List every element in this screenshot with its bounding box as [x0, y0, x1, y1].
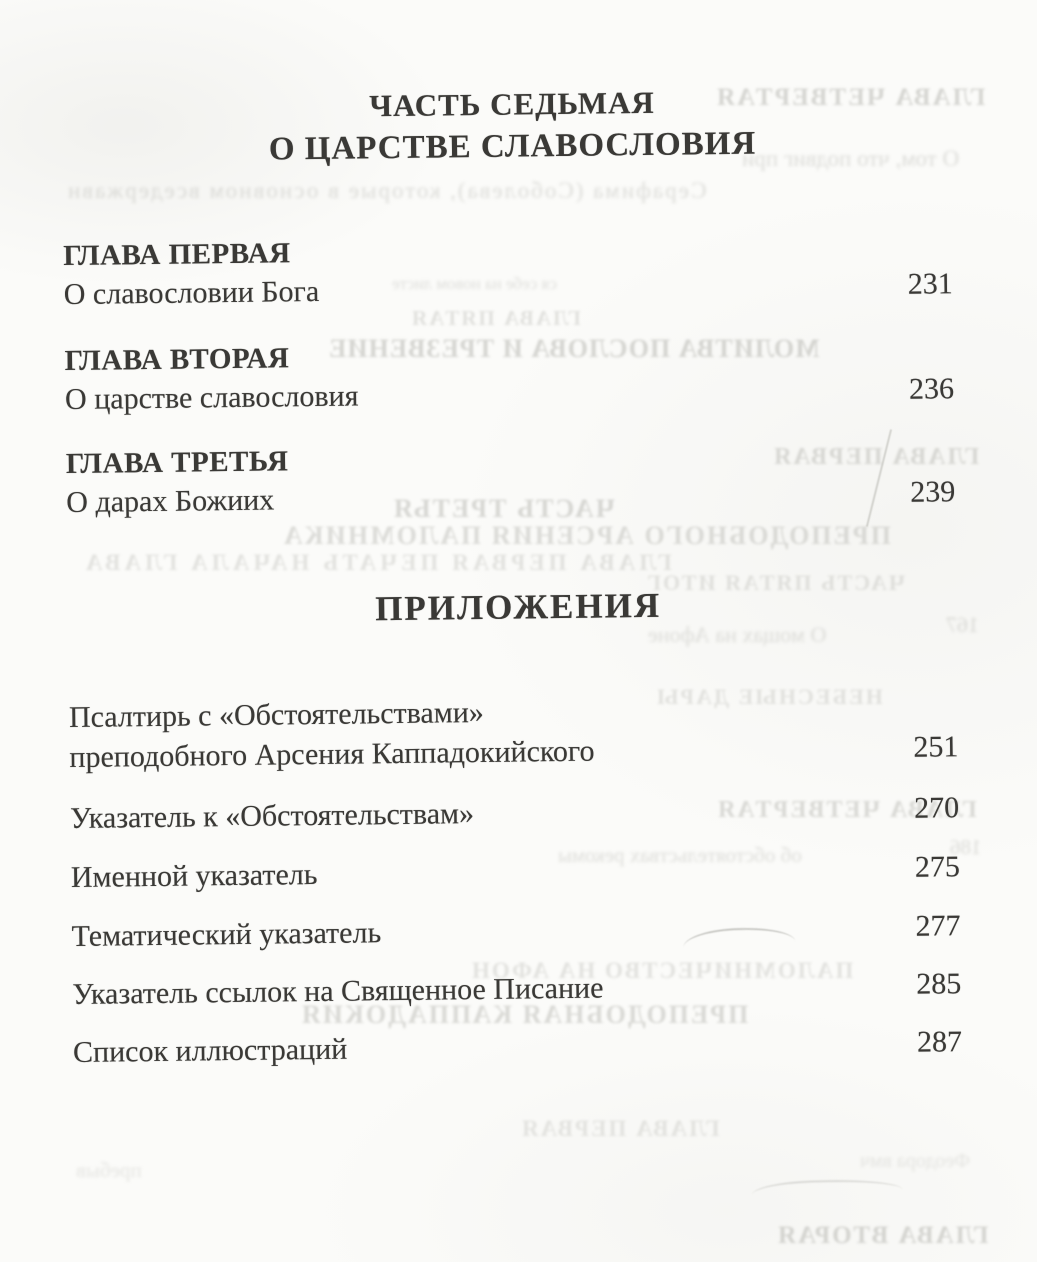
entry-title-line1: Псалтирь с «Обстоятельствами»: [68, 695, 484, 735]
page-number: 231: [907, 267, 953, 301]
toc-appendix-entry: Список иллюстраций 287: [0, 0, 1029, 1069]
appendix-heading: ПРИЛОЖЕНИЯ: [374, 585, 662, 629]
toc-appendix-entry: Указатель ссылок на Священное Писание 28…: [0, 0, 1029, 1011]
entry-title: Именной указатель: [70, 857, 318, 895]
part-title: О ЦАРСТВЕ СЛАВОСЛОВИЯ: [268, 125, 757, 168]
page-number: 287: [916, 1025, 963, 1059]
part-kicker: ЧАСТЬ СЕДЬМАЯ: [368, 84, 655, 124]
page-number: 275: [914, 850, 961, 884]
toc-appendix-entry: Псалтирь с «Обстоятельствами» преподобно…: [0, 0, 1029, 774]
toc-appendix-entry: Тематический указатель 277: [0, 0, 1029, 953]
chapter-heading: ГЛАВА ПЕРВАЯ: [63, 237, 291, 273]
entry-title: Указатель ссылок на Священное Писание: [72, 971, 604, 1011]
entry-title: Указатель к «Обстоятельствам»: [69, 797, 475, 836]
entry-title-line2: преподобного Арсения Каппадокийского: [69, 734, 595, 775]
page-number: 270: [913, 791, 960, 825]
toc-chapter-entry: ГЛАВА ПЕРВАЯ О славословии Бога 231: [0, 0, 1029, 311]
chapter-subtitle: О славословии Бога: [63, 274, 320, 312]
chapter-subtitle: О дарах Божиих: [66, 483, 275, 520]
page-number: 239: [910, 475, 956, 509]
toc-chapter-entry: ГЛАВА ТРЕТЬЯ О дарах Божиих 239: [0, 0, 1029, 519]
page-number: 285: [916, 967, 962, 1001]
page-number: 236: [908, 372, 955, 406]
entry-title: Список иллюстраций: [72, 1032, 348, 1069]
chapter-heading: ГЛАВА ВТОРАЯ: [64, 342, 290, 378]
page-number: 251: [913, 730, 959, 764]
toc-appendix-entry: Именной указатель 275: [0, 0, 1029, 894]
toc-appendix-entry: Указатель к «Обстоятельствам» 270: [0, 0, 1029, 835]
page-number: 277: [915, 909, 961, 943]
toc-chapter-entry: ГЛАВА ВТОРАЯ О царстве славословия 236: [0, 0, 1029, 416]
chapter-heading: ГЛАВА ТРЕТЬЯ: [65, 445, 289, 481]
chapter-subtitle: О царстве славословия: [64, 379, 359, 417]
entry-title: Тематический указатель: [71, 916, 382, 954]
